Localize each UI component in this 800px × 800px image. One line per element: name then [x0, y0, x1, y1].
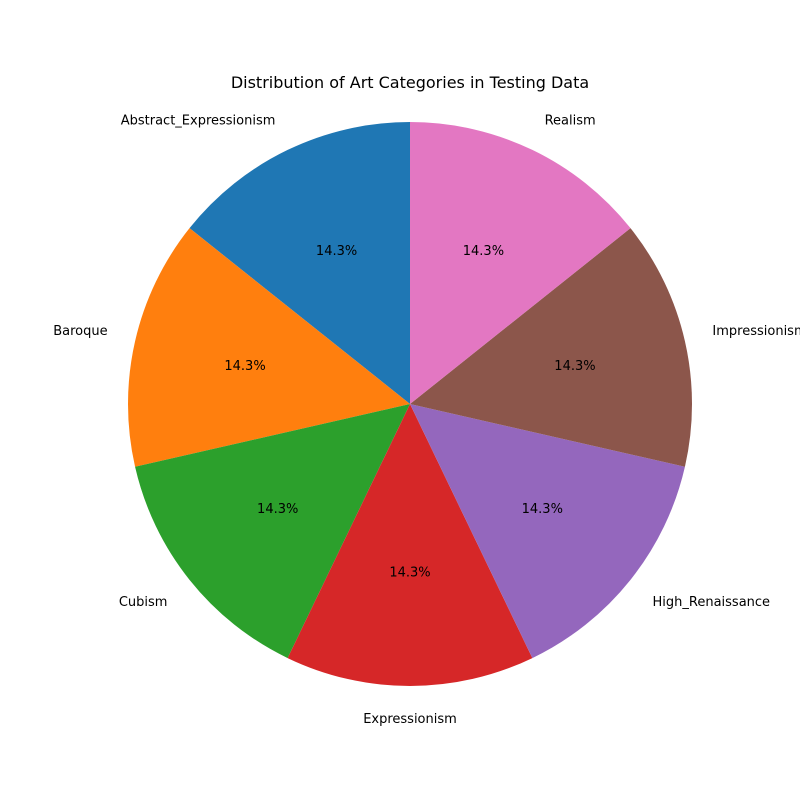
- slice-label-cubism: Cubism: [119, 595, 168, 610]
- pie-slice-high-renaissance: [410, 404, 685, 659]
- slice-label-high-renaissance: High_Renaissance: [653, 595, 771, 610]
- slice-percentage-realism: 14.3%: [463, 244, 504, 259]
- pie-slice-abstract-expressionism: [189, 122, 410, 404]
- slice-percentage-baroque: 14.3%: [224, 359, 265, 374]
- slice-label-realism: Realism: [545, 114, 596, 129]
- slice-label-impressionism: Impressionism: [712, 324, 800, 339]
- slice-percentage-impressionism: 14.3%: [554, 359, 595, 374]
- pie-slice-realism: [410, 122, 631, 404]
- slice-percentage-high-renaissance: 14.3%: [522, 502, 563, 517]
- slice-percentage-cubism: 14.3%: [257, 502, 298, 517]
- pie-slice-impressionism: [410, 228, 693, 467]
- slice-label-baroque: Baroque: [53, 324, 107, 339]
- percentage-labels: 14.3% 14.3% 14.3% 14.3% 14.3% 14.3% 14.3%: [224, 244, 595, 581]
- pie-slices: [127, 122, 693, 686]
- chart-title: Distribution of Art Categories in Testin…: [231, 73, 589, 92]
- slice-label-expressionism: Expressionism: [363, 712, 457, 727]
- slice-percentage-abstract-expressionism: 14.3%: [316, 244, 357, 259]
- slice-percentage-expressionism: 14.3%: [389, 566, 430, 581]
- category-labels: Abstract_Expressionism Baroque Cubism Expre…: [53, 114, 800, 727]
- pie-slice-expressionism: [287, 404, 533, 686]
- pie-slice-cubism: [135, 404, 410, 659]
- pie-slice-baroque: [127, 228, 411, 467]
- slice-label-abstract-expressionism: Abstract_Expressionism: [121, 114, 276, 129]
